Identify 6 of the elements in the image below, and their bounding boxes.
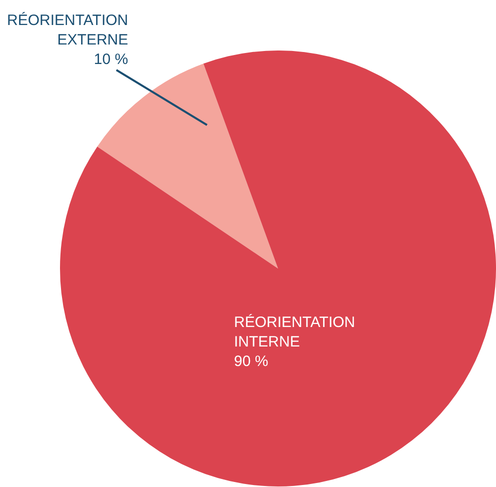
- pie-slice: [60, 50, 496, 486]
- slice-label: RÉORIENTATION INTERNE: [234, 313, 356, 350]
- pie-slice: [97, 64, 278, 268]
- data-label: 10 %: [94, 51, 128, 68]
- slice-label: RÉORIENTATION EXTERNE: [7, 11, 128, 48]
- data-label: 90 %: [234, 353, 268, 370]
